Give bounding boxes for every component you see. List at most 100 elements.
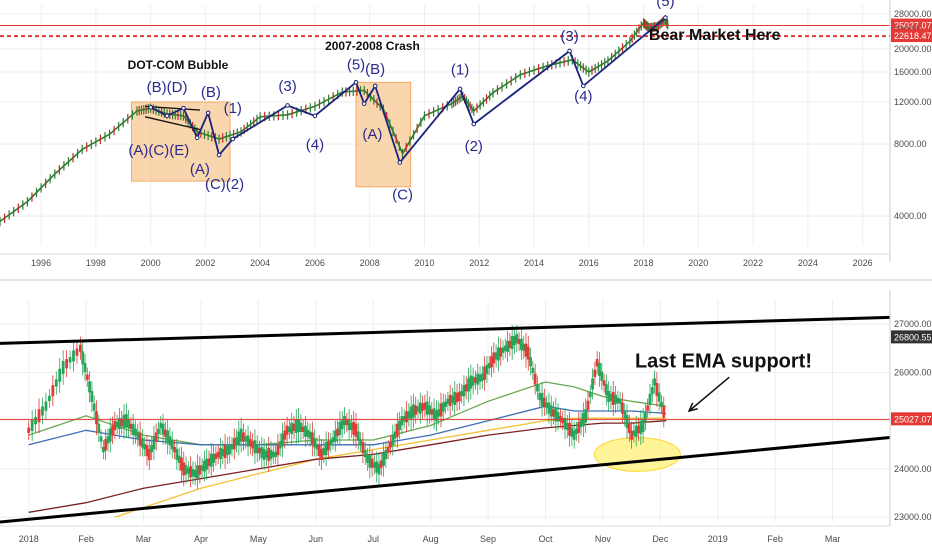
top-wave-point [164,113,170,119]
bottom-candle-body [570,427,574,437]
bottom-candle-body [44,401,48,411]
bottom-candle-body [439,403,443,417]
bottom-candle-body [150,445,153,453]
bottom-candle-body [501,347,505,353]
bottom-candle-body [292,423,296,432]
wave-label: (3) [560,28,578,45]
bottom-candle-body [244,436,248,442]
bottom-x-tick: Aug [423,534,439,544]
bottom-candle-body [92,403,96,411]
bottom-candle-body [276,444,280,456]
bottom-candle-body [78,344,82,352]
bottom-candle-body [61,361,65,375]
bottom-candle-body [65,359,69,369]
bottom-candle-body [161,423,165,435]
bottom-x-tick: Nov [595,534,612,544]
bottom-candle-body [421,403,425,411]
bottom-candle-body [219,447,222,460]
bottom-candle-body [375,461,379,473]
bottom-candle-body [308,431,312,439]
bottom-candle-body [306,429,310,437]
bottom-candle-body [101,446,105,453]
bottom-candle-body [563,417,567,430]
bottom-candle-body [623,411,627,419]
wave-label: (B)(D) [147,79,188,96]
top-x-tick: 2018 [634,258,654,268]
bottom-candle-body [143,444,147,450]
bottom-x-tick: May [250,534,268,544]
bottom-candle-body [361,442,365,454]
bottom-candle-body [412,404,415,418]
bottom-candle-body [235,437,238,445]
top-annotation-1: 2007-2008 Crash [325,39,420,53]
bottom-candle-body [354,423,358,437]
top-annotation-2: Bear Market Here [649,27,781,44]
bottom-candle-body [271,451,275,458]
bottom-candle-body [400,416,404,426]
bottom-candle-body [572,430,576,440]
top-x-tick: 2026 [853,258,873,268]
bottom-candle-body [338,421,342,435]
wave-label: (4) [574,88,592,105]
wave-label: (4) [306,136,324,153]
bottom-candle-body [602,380,606,386]
bottom-candle-body [221,448,225,457]
bottom-candle-body [414,405,418,415]
bottom-candle-body [630,430,634,440]
wave-label: (5) [656,0,674,10]
bottom-candle-body [88,381,91,393]
top-wave-point [205,110,211,116]
bottom-arrow-shaft [688,376,730,412]
bottom-candle-body [556,412,560,422]
wave-label: (A) [362,126,382,143]
bottom-candle-body [506,340,509,352]
bottom-candle-body [474,377,477,383]
bottom-candle-body [124,414,128,428]
bottom-candle-body [278,441,282,449]
wave-label: (B) [365,61,385,78]
bottom-candle-body [228,445,232,455]
bottom-candle-body [455,392,459,403]
bottom-candle-body [72,350,75,362]
wave-label: (C)(2) [205,176,244,193]
bottom-candle-body [246,435,250,447]
bottom-candle-body [545,402,549,408]
bottom-candle-body [297,418,300,432]
bottom-candle-body [41,406,44,416]
bottom-candle-body [223,445,227,459]
bottom-candle-body [637,425,640,433]
bottom-ema-line-2 [114,417,667,518]
bottom-candle-body [485,364,489,375]
bottom-candle-body [324,442,328,456]
bottom-candle-body [191,469,195,477]
top-x-tick: 2024 [798,258,818,268]
bottom-candle-body [200,465,204,471]
bottom-candle-body [347,418,351,431]
bottom-candle-body [267,447,271,461]
bottom-candle-body [604,384,608,396]
bottom-candle-body [510,335,514,349]
top-x-tick: 2014 [524,258,544,268]
bottom-candle-body [196,465,199,479]
bottom-candle-body [163,429,167,437]
wave-label: (3) [278,78,296,95]
bottom-candle-body [248,439,252,447]
bottom-candle-body [611,391,615,405]
bottom-y-tick: 26000.00 [894,367,932,377]
top-y-tick: 20000.00 [894,44,932,54]
bottom-candle-body [547,402,551,414]
bottom-candle-body [577,421,581,433]
bottom-y-tick: 24000.00 [894,464,932,474]
bottom-candle-body [616,397,620,404]
bottom-candle-body [561,417,565,424]
bottom-candle-body [407,411,411,419]
wave-label: (B) [201,84,221,101]
bottom-candle-body [446,398,450,405]
top-wave-point [194,135,200,141]
bottom-candle-body [559,416,562,422]
bottom-candle-body [315,444,319,450]
bottom-candle-body [317,445,321,457]
bottom-candle-body [478,374,482,382]
